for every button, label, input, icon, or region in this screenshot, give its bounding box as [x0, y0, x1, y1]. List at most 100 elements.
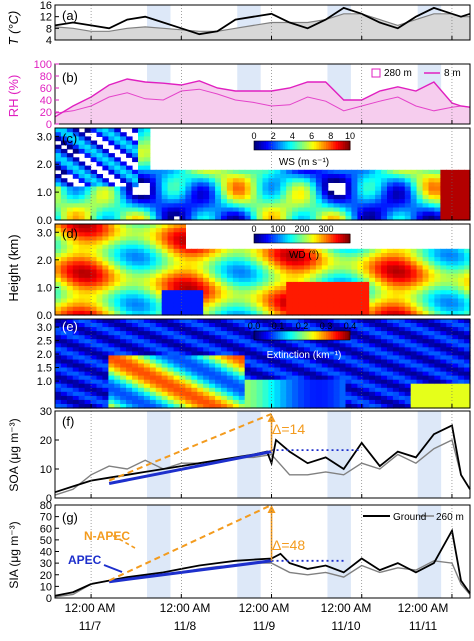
heatmap-cell	[262, 383, 269, 389]
heatmap-cell	[345, 182, 352, 188]
heatmap-cell	[173, 186, 181, 192]
heatmap-cell	[292, 269, 299, 275]
heatmap-cell	[298, 343, 305, 348]
heatmap-cell	[345, 363, 352, 369]
heatmap-cell	[422, 339, 430, 344]
heatmap-cell	[387, 319, 394, 324]
heatmap-cell	[66, 306, 74, 312]
heatmap-cell	[250, 257, 258, 262]
heatmap-cell	[298, 347, 305, 352]
heatmap-cell	[398, 190, 406, 196]
heatmap-cell	[167, 236, 175, 242]
heatmap-cell	[244, 339, 252, 344]
heatmap-cell	[392, 395, 400, 401]
heatmap-cell	[315, 257, 323, 262]
heatmap-cell	[440, 310, 447, 316]
heatmap-cell	[215, 399, 222, 405]
heatmap-cell	[96, 257, 103, 262]
heatmap-cell	[304, 347, 311, 352]
heatmap-cell	[304, 306, 311, 312]
colorbar-cell	[270, 331, 274, 340]
heatmap-cell	[120, 194, 127, 200]
heatmap-cell	[108, 165, 115, 171]
heatmap-cell	[357, 294, 364, 299]
heatmap-cell	[244, 355, 252, 360]
heatmap-cell	[458, 186, 465, 192]
heatmap-cell	[244, 253, 252, 258]
heatmap-cell	[392, 190, 400, 196]
colorbar-tick-label: 200	[294, 224, 309, 234]
heatmap-cell	[60, 335, 68, 340]
heatmap-cell	[114, 215, 121, 221]
heatmap-cell	[173, 190, 181, 196]
heatmap-cell	[262, 248, 269, 254]
heatmap-cell	[339, 367, 347, 373]
heatmap-cell	[167, 257, 175, 262]
heatmap-cell	[60, 165, 68, 171]
heatmap-cell	[262, 306, 269, 312]
heatmap-cell	[66, 290, 74, 295]
heatmap-cell	[120, 199, 127, 204]
heatmap-cell	[108, 273, 115, 279]
heatmap-cell	[274, 174, 281, 179]
heatmap-cell	[173, 261, 181, 266]
heatmap-cell	[363, 290, 370, 295]
heatmap-cell	[226, 371, 234, 377]
x-tick-date-5: 11/11	[409, 619, 438, 633]
heatmap-cell	[66, 359, 74, 365]
heatmap-cell	[66, 395, 74, 401]
heatmap-cell	[333, 294, 341, 299]
heatmap-cell	[428, 363, 435, 369]
heatmap-cell	[155, 199, 163, 204]
heatmap-cell	[363, 294, 370, 299]
heatmap-cell	[226, 399, 234, 405]
heatmap-cell	[226, 178, 234, 183]
heatmap-cell	[126, 371, 133, 377]
heatmap-cell	[173, 310, 181, 316]
heatmap-cell	[155, 207, 163, 213]
heatmap-cell	[155, 224, 163, 229]
heatmap-cell	[280, 383, 287, 389]
heatmap-cell	[102, 228, 109, 233]
heatmap-cell	[381, 355, 388, 360]
heatmap-cell	[464, 215, 471, 221]
heatmap-cell	[321, 323, 329, 328]
heatmap-cell	[173, 399, 181, 405]
heatmap-cell	[90, 157, 98, 163]
heatmap-cell	[309, 375, 317, 381]
heatmap-cell	[404, 199, 412, 204]
heatmap-cell	[345, 347, 352, 352]
heatmap-cell	[226, 257, 234, 262]
heatmap-cell	[256, 319, 264, 324]
heatmap-cell	[138, 355, 145, 360]
heatmap-cell	[138, 140, 145, 146]
heatmap-cell	[452, 178, 459, 183]
heatmap-cell	[274, 375, 281, 381]
heatmap-cell	[369, 375, 376, 381]
heatmap-cell	[333, 404, 341, 409]
heatmap-cell	[55, 371, 62, 377]
heatmap-cell	[60, 203, 68, 209]
colorbar-cell	[335, 331, 339, 340]
heatmap-cell	[209, 387, 216, 393]
heatmap-cell	[161, 169, 169, 175]
heatmap-cell	[114, 269, 121, 275]
heatmap-cell	[369, 347, 376, 352]
heatmap-cell	[369, 248, 376, 254]
heatmap-cell	[452, 199, 459, 204]
heatmap-cell	[55, 199, 62, 204]
heatmap-cell	[280, 379, 287, 385]
heatmap-cell	[143, 371, 151, 377]
heatmap-cell	[114, 404, 121, 409]
heatmap-cell	[191, 199, 198, 204]
heatmap-cell	[387, 383, 394, 389]
heatmap-cell	[428, 395, 435, 401]
heatmap-cell	[96, 335, 103, 340]
heatmap-cell	[60, 399, 68, 405]
colorbar-cell	[314, 141, 317, 150]
heatmap-cell	[120, 169, 127, 175]
heatmap-cell	[238, 211, 246, 217]
heatmap-cell	[108, 211, 115, 217]
heatmap-cell	[96, 347, 103, 352]
heatmap-cell	[280, 190, 287, 196]
